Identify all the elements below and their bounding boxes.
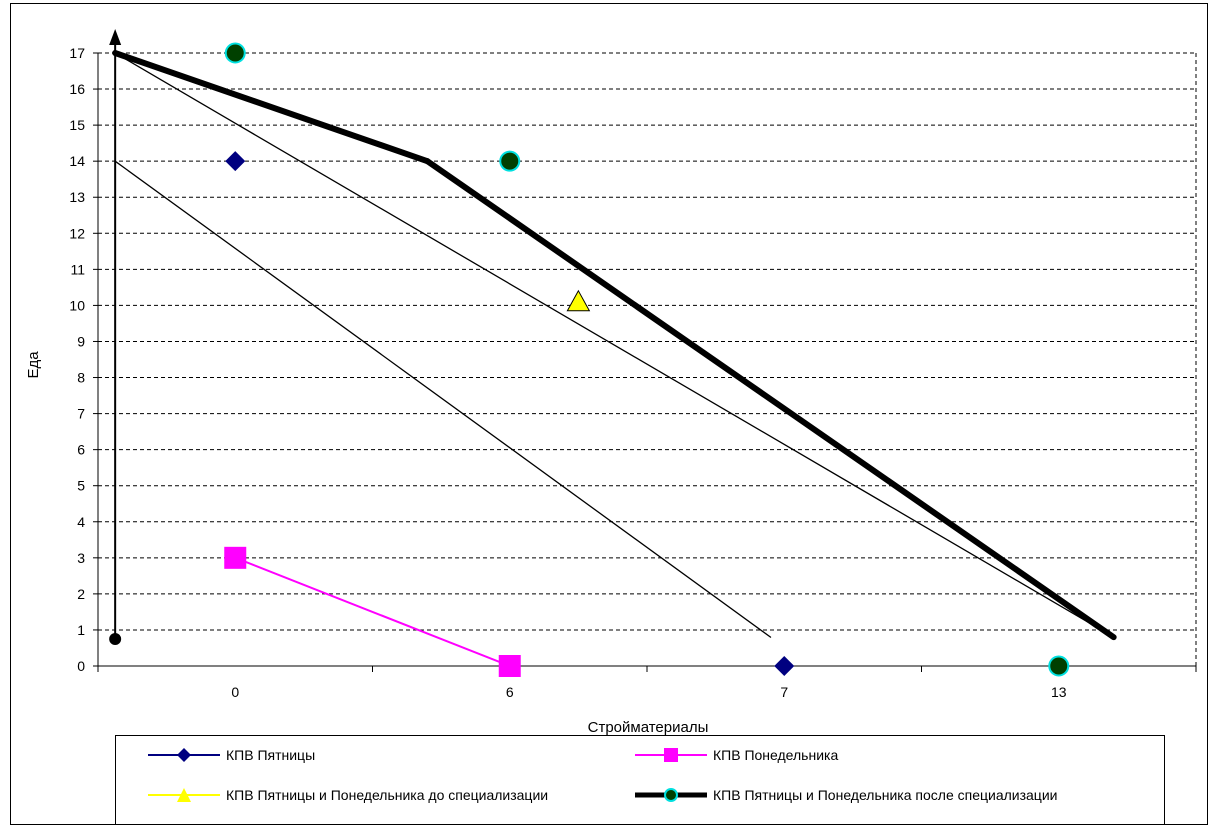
annotation-line-2 <box>114 52 1115 638</box>
legend-label-friday: КПВ Пятницы <box>226 747 316 763</box>
x-tick-labels: 0 6 7 13 <box>231 684 1066 700</box>
y-tick-label-9: 9 <box>77 333 85 349</box>
series-lines <box>234 556 511 667</box>
legend-key-after <box>635 788 707 802</box>
y-tick-label-11: 11 <box>70 261 85 277</box>
grid-lines <box>98 52 1197 666</box>
y-tick-label-16: 16 <box>69 81 85 97</box>
y-tick-label-15: 15 <box>69 117 85 133</box>
legend-key-before <box>148 788 220 802</box>
arrow-tail-dot <box>109 632 122 645</box>
y-tick-label-5: 5 <box>77 478 85 494</box>
y-tick-label-3: 3 <box>77 550 85 566</box>
arrow-head <box>109 28 122 45</box>
y-tick-label-12: 12 <box>69 225 85 241</box>
marker-s1-p1 <box>498 655 521 677</box>
marker-s3-p1 <box>499 150 521 172</box>
marker-s3-p0 <box>224 42 246 64</box>
data-markers <box>224 42 1070 677</box>
marker-s0-p1 <box>774 656 795 676</box>
marker-s1-p0 <box>224 546 247 569</box>
legend-label-after: КПВ Пятницы и Понедельника после специал… <box>713 787 1058 803</box>
legend-label-monday: КПВ Понедельника <box>713 747 839 763</box>
y-tick-label-2: 2 <box>77 586 85 602</box>
x-tick-label-7: 7 <box>780 684 788 700</box>
x-axis-title: Стройматериалы <box>588 719 709 736</box>
marker-s2-p0 <box>566 289 591 312</box>
marker-s3-p2 <box>1048 655 1070 677</box>
y-tick-label-6: 6 <box>77 442 85 458</box>
y-tick-label-10: 10 <box>69 297 85 313</box>
y-tick-label-13: 13 <box>69 189 85 205</box>
annotation-line-4 <box>424 158 1117 641</box>
legend-label-before: КПВ Пятницы и Понедельника до специализа… <box>226 787 549 803</box>
annotation-line-3 <box>112 50 431 165</box>
y-tick-label-1: 1 <box>77 622 85 638</box>
legend: КПВ Пятницы КПВ Понедельника КПВ Пятницы… <box>115 735 1165 825</box>
y-tick-label-7: 7 <box>77 406 85 422</box>
annotations <box>109 28 1117 645</box>
y-axis-title: Еда <box>25 351 42 379</box>
marker-s0-p0 <box>225 151 246 172</box>
x-tick-label-0: 0 <box>231 684 239 700</box>
x-tick-label-6: 6 <box>506 684 514 700</box>
y-tick-label-0: 0 <box>77 658 85 674</box>
legend-key-friday <box>148 748 220 762</box>
legend-key-monday <box>635 748 707 762</box>
y-tick-label-17: 17 <box>69 45 85 61</box>
x-tick-label-13: 13 <box>1051 684 1067 700</box>
annotation-line-1 <box>114 160 772 638</box>
y-tick-label-14: 14 <box>69 153 85 169</box>
axes <box>93 52 1197 672</box>
y-tick-label-4: 4 <box>77 514 85 530</box>
series-line-monday <box>234 556 511 667</box>
y-tick-label-8: 8 <box>77 370 85 386</box>
